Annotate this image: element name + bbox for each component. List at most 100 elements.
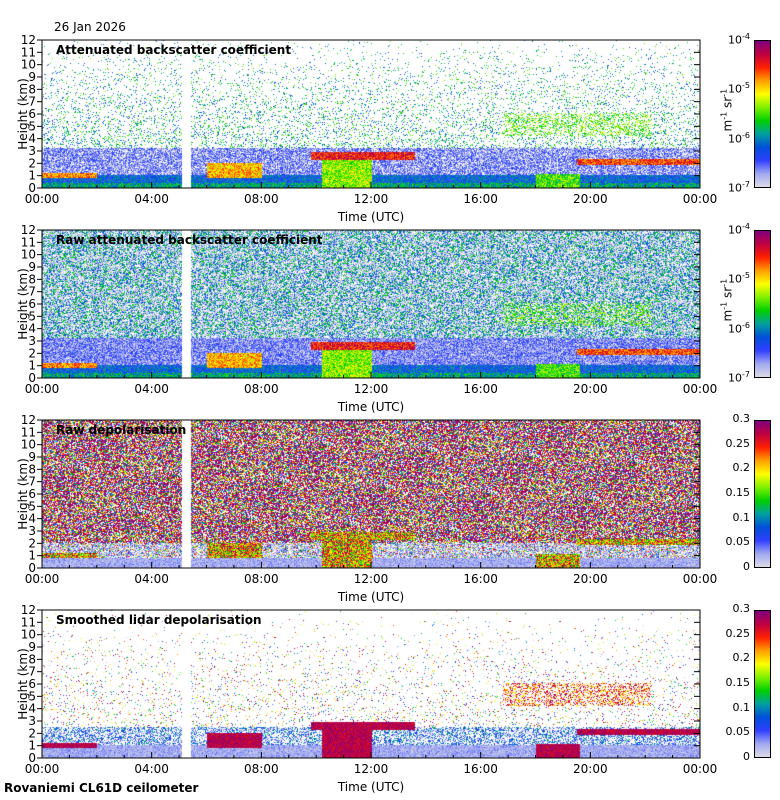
- x-tick-label: 08:00: [244, 572, 279, 586]
- x-axis-label: Time (UTC): [337, 590, 404, 604]
- colorbar-tick-label: 0.05: [725, 535, 751, 549]
- x-tick-label: 20:00: [573, 382, 608, 396]
- y-tick-label: 4: [28, 322, 36, 336]
- x-tick-label: 00:00: [25, 572, 60, 586]
- y-tick-label: 7: [28, 285, 36, 299]
- y-tick-label: 8: [28, 652, 36, 666]
- y-tick-label: 0: [28, 561, 36, 575]
- panel-title: Attenuated backscatter coefficient: [56, 43, 292, 57]
- plot-frame: [41, 229, 701, 379]
- y-tick-label: 2: [28, 726, 36, 740]
- y-tick-label: 3: [28, 714, 36, 728]
- x-tick-label: 04:00: [134, 572, 169, 586]
- x-tick-label: 16:00: [463, 762, 498, 776]
- y-axis-label: Height (km): [16, 648, 30, 719]
- y-tick-label: 12: [21, 413, 36, 427]
- y-tick-label: 1: [28, 549, 36, 563]
- colorbar-tick-label: 0.05: [725, 725, 751, 739]
- y-tick-label: 5: [28, 689, 36, 703]
- y-tick-label: 0: [28, 751, 36, 765]
- y-tick-label: 7: [28, 95, 36, 109]
- colorbar-tick-label: 10-6: [728, 320, 750, 336]
- y-tick-label: 10: [21, 58, 36, 72]
- colorbar-tick-label: 10-4: [728, 32, 750, 47]
- plot-frame: [41, 39, 701, 189]
- y-tick-label: 11: [21, 45, 36, 59]
- x-tick-label: 04:00: [134, 192, 169, 206]
- x-tick-label: 00:00: [683, 572, 718, 586]
- plot-frame: [41, 609, 701, 759]
- y-tick-label: 2: [28, 346, 36, 360]
- colorbar: [754, 610, 771, 758]
- panel-4: 0 1 2 3 4 5 6 7 8 9 10 11 12 00:00 04:00 08:00 12:00 16:0…: [0, 602, 780, 800]
- colorbar-tick-label: 0.3: [732, 602, 751, 615]
- panel-title: Smoothed lidar depolarisation: [56, 613, 262, 627]
- x-tick-label: 08:00: [244, 382, 279, 396]
- x-tick-label: 00:00: [25, 382, 60, 396]
- y-tick-label: 6: [28, 297, 36, 311]
- date-label: 26 Jan 2026: [54, 20, 126, 34]
- colorbar-tick-label: 10-5: [728, 271, 750, 286]
- y-tick-label: 9: [28, 70, 36, 84]
- colorbar-tick-label: 10-7: [728, 370, 750, 385]
- y-tick-label: 1: [28, 739, 36, 753]
- colorbar-unit-label: m-1 sr-1: [719, 278, 735, 322]
- y-tick-label: 6: [28, 107, 36, 121]
- x-tick-label: 00:00: [25, 192, 60, 206]
- y-tick-label: 5: [28, 309, 36, 323]
- colorbar: [754, 230, 771, 378]
- y-tick-label: 10: [21, 628, 36, 642]
- y-tick-label: 12: [21, 603, 36, 617]
- x-axis-label: Time (UTC): [337, 400, 404, 414]
- y-tick-label: 6: [28, 487, 36, 501]
- x-tick-label: 16:00: [463, 572, 498, 586]
- y-tick-label: 12: [21, 33, 36, 47]
- y-tick-label: 8: [28, 272, 36, 286]
- heatmap-image: [42, 230, 700, 378]
- panel-title: Raw depolarisation: [56, 423, 187, 437]
- y-tick-label: 4: [28, 702, 36, 716]
- panel-3: 0 1 2 3 4 5 6 7 8 9 10 11 12 00:00 04:00 08:00 12:00 16:0…: [0, 412, 780, 610]
- colorbar-tick-label: 0.25: [725, 626, 751, 640]
- x-tick-label: 12:00: [354, 192, 389, 206]
- x-tick-label: 08:00: [244, 192, 279, 206]
- colorbar-tick-label: 0.3: [732, 412, 751, 425]
- x-axis-label: Time (UTC): [337, 780, 404, 794]
- x-tick-label: 00:00: [683, 382, 718, 396]
- y-tick-label: 0: [28, 371, 36, 385]
- x-tick-label: 00:00: [25, 762, 60, 776]
- colorbar: [754, 40, 771, 188]
- y-tick-label: 5: [28, 119, 36, 133]
- x-tick-label: 16:00: [463, 382, 498, 396]
- x-tick-label: 12:00: [354, 762, 389, 776]
- y-tick-label: 12: [21, 223, 36, 237]
- x-tick-label: 00:00: [683, 762, 718, 776]
- colorbar-tick-label: 0: [743, 750, 750, 763]
- colorbar-tick-label: 10-4: [728, 222, 750, 237]
- y-tick-label: 3: [28, 144, 36, 158]
- y-tick-label: 7: [28, 475, 36, 489]
- y-axis-label: Height (km): [16, 268, 30, 339]
- y-tick-label: 11: [21, 235, 36, 249]
- colorbar-tick-label: 0.1: [732, 700, 751, 714]
- colorbar-tick-label: 0.2: [732, 461, 751, 475]
- x-tick-label: 20:00: [573, 572, 608, 586]
- panel-2: 0 1 2 3 4 5 6 7 8 9 10 11 12 00:00 04:00 08:00 12:00 16:0…: [0, 222, 780, 420]
- x-tick-label: 04:00: [134, 762, 169, 776]
- y-tick-label: 11: [21, 615, 36, 629]
- y-tick-label: 8: [28, 462, 36, 476]
- x-tick-label: 12:00: [354, 572, 389, 586]
- colorbar: [754, 420, 771, 568]
- colorbar-tick-label: 10-7: [728, 180, 750, 195]
- y-axis-label: Height (km): [16, 458, 30, 529]
- colorbar-tick-label: 0.1: [732, 510, 751, 524]
- colorbar-tick-label: 10-6: [728, 130, 750, 146]
- y-tick-label: 10: [21, 438, 36, 452]
- colorbar-tick-label: 0.15: [725, 486, 751, 499]
- y-tick-label: 7: [28, 665, 36, 679]
- plot-frame: [41, 419, 701, 569]
